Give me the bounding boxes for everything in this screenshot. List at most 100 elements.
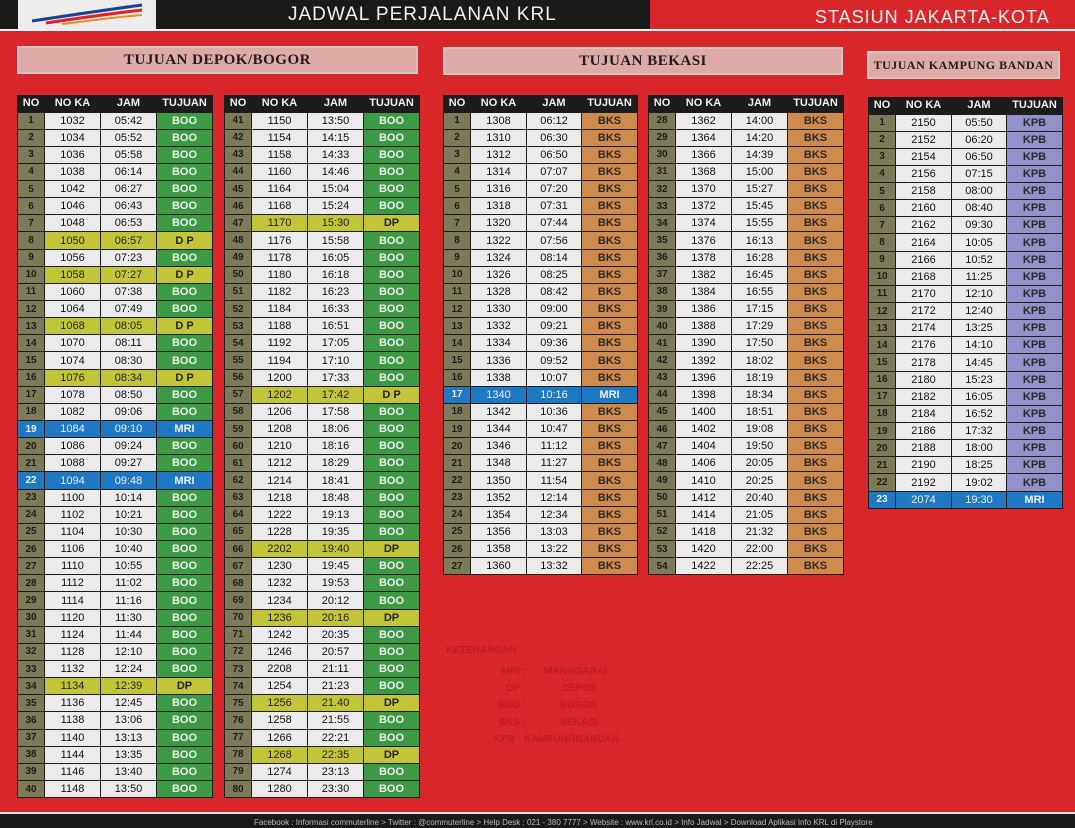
row-number-cell: 51 (648, 505, 676, 524)
row-number-cell: 32 (648, 180, 676, 199)
table-row: 6 2160 08:40 KPB (868, 199, 1063, 218)
train-number-cell: 1414 (675, 505, 732, 524)
departure-time-cell: 08:50 (100, 385, 157, 404)
row-number-cell: 31 (17, 625, 45, 644)
table-row: 48 1176 15:58 BOO (224, 231, 420, 250)
row-number-cell: 21 (868, 456, 896, 475)
table-row: 56 1200 17:33 BOO (224, 368, 420, 387)
table-row: 34 1374 15:55 BKS (648, 214, 844, 233)
row-number-cell: 68 (224, 574, 252, 593)
destination-cell: BOO (156, 779, 213, 799)
table-row: 33 1132 12:24 BOO (17, 659, 213, 679)
departure-time-cell: 17:58 (307, 402, 364, 422)
row-number-cell: 53 (224, 317, 252, 336)
train-number-cell: 1398 (675, 385, 732, 404)
departure-time-cell: 15:58 (307, 231, 364, 250)
row-number-cell: 35 (648, 231, 676, 250)
departure-time-cell: 15:55 (731, 214, 788, 233)
row-number-cell: 7 (443, 214, 471, 233)
destination-cell: KPB (1006, 439, 1063, 458)
destination-cell: BOO (363, 351, 420, 370)
train-number-cell: 1176 (251, 231, 308, 250)
table-row: 51 1182 16:23 BOO (224, 282, 420, 302)
row-number-cell: 71 (224, 625, 252, 644)
train-number-cell: 1258 (251, 711, 308, 730)
column-header-train-number: NO KA (44, 95, 101, 112)
destination-cell: BKS (787, 488, 844, 507)
train-number-cell: 1106 (44, 540, 101, 559)
train-number-cell: 1360 (470, 557, 527, 576)
train-number-cell: 1324 (470, 248, 527, 267)
train-number-cell: 1356 (470, 522, 527, 542)
destination-cell: BKS (787, 420, 844, 439)
departure-time-cell: 17:10 (307, 351, 364, 370)
destination-cell: BKS (581, 265, 638, 284)
table-row: 3 2154 06:50 KPB (868, 147, 1063, 166)
departure-time-cell: 10:16 (526, 385, 582, 404)
train-number-cell: 1058 (44, 265, 101, 284)
train-number-cell: 1214 (251, 471, 308, 490)
train-number-cell: 1322 (470, 231, 527, 250)
train-number-cell: 1206 (251, 402, 308, 422)
departure-time-cell: 19:40 (307, 540, 364, 559)
row-number-cell: 2 (17, 128, 45, 147)
table-row: 9 1056 07:23 BOO (17, 248, 213, 267)
departure-time-cell: 18:41 (307, 471, 364, 490)
destination-cell: BOO (156, 180, 213, 199)
train-number-cell: 1344 (470, 420, 527, 439)
table-row: 13 2174 13:25 KPB (868, 319, 1063, 338)
destination-cell: BOO (363, 454, 420, 473)
row-number-cell: 24 (17, 505, 45, 524)
train-number-cell: 1050 (44, 231, 101, 250)
table-row: 20 1086 09:24 BOO (17, 437, 213, 456)
train-number-cell: 1074 (44, 351, 101, 370)
train-number-cell: 1068 (44, 317, 101, 336)
destination-cell: BKS (581, 111, 638, 130)
destination-cell: BKS (787, 248, 844, 267)
page-title: JADWAL PERJALANAN KRL (288, 4, 557, 25)
departure-time-cell: 16:52 (951, 404, 1007, 424)
departure-time-cell: 09:27 (100, 454, 157, 473)
table-row: 8 2164 10:05 KPB (868, 233, 1063, 252)
train-number-cell: 1280 (251, 779, 308, 799)
table-row: 43 1158 14:33 BOO (224, 145, 420, 164)
departure-time-cell: 10:36 (526, 402, 582, 422)
row-number-cell: 11 (17, 282, 45, 302)
row-number-cell: 39 (648, 300, 676, 319)
row-number-cell: 34 (17, 677, 45, 696)
row-number-cell: 14 (868, 336, 896, 355)
table-row: 28 1362 14:00 BKS (648, 111, 844, 130)
departure-time-cell: 16:55 (731, 282, 788, 302)
destination-cell: BKS (787, 522, 844, 542)
train-number-cell: 2176 (895, 336, 952, 355)
destination-cell: BOO (156, 402, 213, 422)
row-number-cell: 54 (648, 557, 676, 576)
departure-time-cell: 14:45 (951, 353, 1007, 372)
train-number-cell: 1064 (44, 300, 101, 319)
train-number-cell: 1406 (675, 454, 732, 473)
destination-cell: BKS (787, 162, 844, 182)
train-number-cell: 1320 (470, 214, 527, 233)
train-number-cell: 1150 (251, 111, 308, 130)
row-number-cell: 52 (648, 522, 676, 542)
destination-cell: BOO (363, 265, 420, 284)
train-number-cell: 1208 (251, 420, 308, 439)
table-row: 46 1402 19:08 BKS (648, 420, 844, 439)
destination-cell: BKS (787, 231, 844, 250)
row-number-cell: 53 (648, 540, 676, 559)
row-number-cell: 19 (868, 422, 896, 441)
departure-time-cell: 20:05 (731, 454, 788, 473)
departure-time-cell: 09:24 (100, 437, 157, 456)
row-number-cell: 37 (17, 728, 45, 747)
departure-time-cell: 15:00 (731, 162, 788, 182)
station-banner (650, 0, 1075, 30)
destination-cell: BOO (156, 282, 213, 302)
destination-cell: BKS (581, 197, 638, 216)
table-row: 10 2168 11:25 KPB (868, 267, 1063, 286)
row-number-cell: 60 (224, 437, 252, 456)
train-number-cell: 1370 (675, 180, 732, 199)
destination-cell: BKS (787, 300, 844, 319)
train-number-cell: 1316 (470, 180, 527, 199)
train-number-cell: 1084 (44, 420, 101, 439)
train-number-cell: 1348 (470, 454, 527, 473)
